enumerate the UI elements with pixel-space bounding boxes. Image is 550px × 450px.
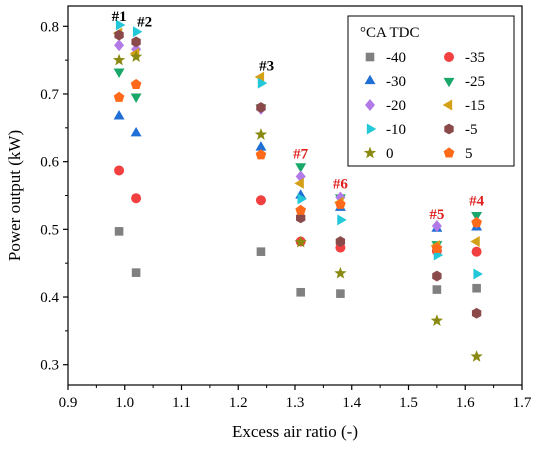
legend-marker	[444, 52, 454, 62]
legend-marker	[364, 74, 376, 85]
x-tick-label: 1.7	[513, 395, 532, 411]
legend-marker	[363, 146, 377, 159]
data-point-series-7	[256, 102, 266, 113]
legend-label: -30	[386, 74, 406, 90]
x-tick-label: 1.1	[172, 395, 191, 411]
x-tick-label: 1.4	[342, 395, 361, 411]
data-point-series-6	[257, 77, 268, 89]
data-point-series-8	[254, 128, 268, 140]
data-point-series-9	[335, 198, 346, 209]
data-point-series-9	[471, 216, 482, 228]
data-point-series-7	[296, 212, 306, 224]
data-point-series-0	[336, 289, 345, 298]
legend-marker	[443, 147, 455, 158]
data-point-series-8	[129, 50, 143, 63]
point-group-label: #6	[333, 177, 349, 193]
data-point-series-6	[115, 19, 126, 31]
point-group-label: #2	[137, 14, 152, 30]
data-point-series-5	[470, 236, 480, 247]
y-tick-label: 0.4	[40, 290, 59, 306]
data-point-series-1	[471, 246, 482, 257]
data-point-series-6	[297, 193, 307, 205]
data-point-series-6	[132, 26, 143, 38]
legend-label: 5	[465, 146, 473, 162]
data-point-series-0	[131, 268, 141, 277]
data-point-series-2	[130, 126, 142, 137]
data-point-series-3	[130, 93, 142, 103]
data-point-series-8	[294, 235, 307, 248]
data-point-series-2	[255, 141, 267, 151]
y-tick-label: 0.6	[40, 155, 59, 171]
data-point-series-7	[131, 36, 141, 48]
data-point-series-3	[113, 68, 125, 78]
legend-label: -20	[386, 98, 406, 114]
data-point-series-0	[432, 285, 442, 294]
point-group-label: #7	[293, 146, 309, 162]
x-tick-label: 1.2	[229, 395, 248, 411]
data-point-series-8	[470, 350, 483, 362]
data-point-series-9	[255, 149, 267, 160]
y-tick-label: 0.7	[40, 87, 59, 103]
legend-marker	[442, 99, 453, 111]
x-tick-label: 0.9	[59, 395, 78, 411]
legend-marker	[444, 123, 454, 135]
legend-label: -35	[465, 50, 485, 66]
legend-label: -10	[386, 122, 406, 138]
legend-box	[347, 15, 515, 167]
data-point-series-7	[114, 29, 124, 41]
data-point-series-1	[131, 193, 142, 204]
y-tick-label: 0.3	[40, 358, 59, 374]
x-tick-label: 1.6	[456, 395, 475, 411]
data-point-series-0	[472, 283, 481, 293]
data-point-series-4	[114, 39, 125, 52]
data-point-series-4	[431, 219, 442, 232]
x-tick-label: 1.5	[399, 395, 418, 411]
x-axis-title: Excess air ratio (-)	[232, 422, 358, 441]
legend-label: -5	[465, 122, 478, 138]
legend-label: -40	[386, 50, 406, 66]
data-point-series-7	[432, 270, 442, 282]
data-point-series-5	[294, 177, 304, 189]
data-point-series-8	[112, 53, 126, 66]
legend-marker	[365, 52, 375, 62]
data-point-series-0	[114, 227, 124, 236]
data-point-series-0	[296, 287, 305, 297]
data-point-series-1	[255, 195, 266, 206]
data-point-series-6	[473, 268, 483, 280]
legend-marker	[443, 77, 455, 88]
point-group-label: #1	[112, 9, 127, 25]
point-group-label: #3	[259, 58, 274, 74]
data-point-series-9	[130, 78, 142, 90]
data-point-series-1	[114, 165, 125, 176]
data-point-series-8	[334, 266, 347, 279]
data-point-series-9	[431, 242, 443, 253]
data-point-series-9	[295, 204, 307, 215]
legend-title: °CA TDC	[360, 25, 420, 41]
legend-label: -25	[465, 74, 485, 90]
data-point-series-9	[113, 91, 125, 102]
data-point-series-3	[295, 163, 307, 173]
legend-marker	[365, 99, 375, 111]
data-point-series-5	[254, 71, 265, 83]
legend-label: -15	[465, 98, 485, 114]
y-tick-label: 0.8	[40, 19, 59, 35]
y-axis-title: Power output (kW)	[5, 130, 24, 261]
y-tick-label: 0.5	[40, 222, 59, 238]
data-point-series-6	[337, 214, 347, 226]
data-point-series-7	[335, 236, 346, 247]
data-point-series-0	[256, 247, 266, 256]
x-tick-label: 1.3	[286, 395, 305, 411]
point-group-label: #4	[469, 194, 485, 210]
x-tick-label: 1.0	[115, 395, 134, 411]
data-point-series-7	[471, 307, 482, 319]
data-point-series-8	[430, 314, 444, 326]
point-group-label: #5	[429, 207, 444, 223]
legend-marker	[366, 123, 377, 135]
legend-label: 0	[386, 146, 394, 162]
data-point-series-2	[113, 110, 125, 120]
